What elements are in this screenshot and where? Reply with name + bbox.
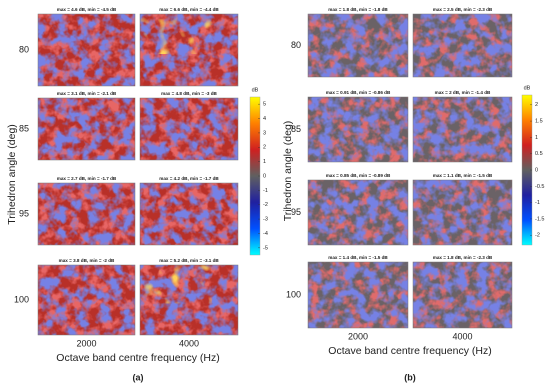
heatmap-frame xyxy=(37,182,136,246)
colorbar-tick-label: -1 xyxy=(535,200,540,206)
heatmap-frame xyxy=(307,261,409,329)
heatmap-frame xyxy=(412,13,513,78)
heatmap-texture xyxy=(38,98,135,160)
heatmap-texture xyxy=(38,14,135,86)
caption: (a) xyxy=(133,372,144,382)
panel-title: max = 1.4 dB, min = -1.5 dB xyxy=(328,255,388,260)
x-tick-label: 2000 xyxy=(348,331,368,341)
colorbar-tick-label: 2 xyxy=(263,145,266,151)
heatmap-texture xyxy=(413,97,512,162)
y-tick-label: 85 xyxy=(291,124,301,134)
heatmap-frame xyxy=(139,97,239,161)
colorbar-label: dB xyxy=(524,85,531,91)
heatmap-texture xyxy=(308,180,408,245)
y-tick-label: 85 xyxy=(19,123,29,133)
x-axis-label: Octave band centre frequency (Hz) xyxy=(56,352,219,364)
x-tick-label: 4000 xyxy=(179,338,199,348)
y-tick-label: 95 xyxy=(291,207,301,217)
colorbar-tick-label: -2 xyxy=(535,233,540,239)
panel-title: max = 2.7 dB, min = -1.7 dB xyxy=(57,176,117,181)
heatmap-texture xyxy=(308,97,408,162)
heatmap-frame xyxy=(412,96,513,163)
panel-title: max = 4.6 dB, min = -4.5 dB xyxy=(57,7,117,12)
colorbar-tick-label: 1 xyxy=(535,135,538,141)
colorbar-tick-label: -2 xyxy=(263,202,268,208)
panel-title: max = 2 dB, min = -1.4 dB xyxy=(435,90,491,95)
heatmap-texture xyxy=(140,183,238,245)
panel-title: max = 2.5 dB, min = -2.3 dB xyxy=(433,7,493,12)
heatmap-frame xyxy=(139,264,239,336)
x-tick-label: 4000 xyxy=(452,331,472,341)
heatmap-frame xyxy=(37,97,136,161)
colorbar-tick-label: 2 xyxy=(535,102,538,108)
colorbar-tick-label: 5 xyxy=(263,102,266,108)
heatmap-texture xyxy=(38,265,135,335)
heatmap-frame xyxy=(307,179,409,246)
panel-title: max = 1.1 dB, min = -1.5 dB xyxy=(433,173,493,178)
colorbar-tick-label: 0 xyxy=(263,173,266,179)
colorbar-tick-label: -3 xyxy=(263,217,268,223)
heatmap-frame xyxy=(307,13,409,78)
heatmap-texture xyxy=(308,14,408,77)
heatmap-frame xyxy=(139,13,239,87)
heatmap-frame xyxy=(37,13,136,87)
heatmap-texture xyxy=(140,98,238,160)
y-axis-label: Trihedron angle (deg) xyxy=(282,121,294,222)
y-tick-label: 100 xyxy=(286,289,301,299)
heatmap-texture xyxy=(308,262,408,328)
colorbar-tick-label: 1.5 xyxy=(535,119,543,125)
y-tick-label: 80 xyxy=(291,40,301,50)
heatmap-frame xyxy=(37,264,136,336)
colorbar-tick-label: 1 xyxy=(263,159,266,165)
heatmap-texture xyxy=(140,14,214,54)
heatmap-frame xyxy=(307,96,409,163)
colorbar-label: dB xyxy=(252,87,259,93)
panel-title: max = 3.1 dB, min = -2.1 dB xyxy=(57,91,117,96)
heatmap-texture xyxy=(413,14,512,77)
panel-title: max = 3.8 dB, min = -2 dB xyxy=(59,258,115,263)
colorbar-tick-label: -5 xyxy=(263,245,268,251)
heatmap-frame xyxy=(412,179,513,246)
y-tick-label: 95 xyxy=(19,208,29,218)
panel-title: max = 4.2 dB, min = -1.7 dB xyxy=(159,176,219,181)
colorbar-tick-label: -4 xyxy=(263,231,268,237)
colorbar-tick-label: -1.5 xyxy=(535,216,544,222)
colorbar-tick-label: 4 xyxy=(263,116,266,122)
panel-title: max = 1.8 dB, min = -2.3 dB xyxy=(433,255,493,260)
caption: (b) xyxy=(404,372,416,382)
heatmap-texture xyxy=(413,180,512,245)
y-tick-label: 80 xyxy=(19,44,29,54)
panel-title: max = 1.8 dB, min = -1.8 dB xyxy=(328,7,388,12)
panel-title: max = 4.8 dB, min = -3 dB xyxy=(161,91,217,96)
colorbar-tick-label: -1 xyxy=(263,188,268,194)
colorbar-tick-label: 0.5 xyxy=(535,151,543,157)
x-tick-label: 2000 xyxy=(76,338,96,348)
panel-title: max = 0.91 dB, min = -0.86 dB xyxy=(326,90,391,95)
panel-title: max = 6.6 dB, min = -4.4 dB xyxy=(159,7,219,12)
heatmap-frame xyxy=(412,261,513,329)
heatmap-texture xyxy=(38,183,135,245)
y-tick-label: 100 xyxy=(14,294,29,304)
panel-title: max = 5.2 dB, min = -3.1 dB xyxy=(159,258,219,263)
y-axis-label: Trihedron angle (deg) xyxy=(6,124,18,225)
heatmap-texture xyxy=(140,265,214,304)
colorbar-tick-label: -0.5 xyxy=(535,184,544,190)
colorbar-tick-label: 0 xyxy=(535,167,538,173)
colorbar-tick-label: 3 xyxy=(263,130,266,136)
x-axis-label: Octave band centre frequency (Hz) xyxy=(328,345,491,357)
panel-title: max = 0.85 dB, min = -0.89 dB xyxy=(326,173,391,178)
heatmap-texture xyxy=(413,262,512,328)
heatmap-frame xyxy=(139,182,239,246)
